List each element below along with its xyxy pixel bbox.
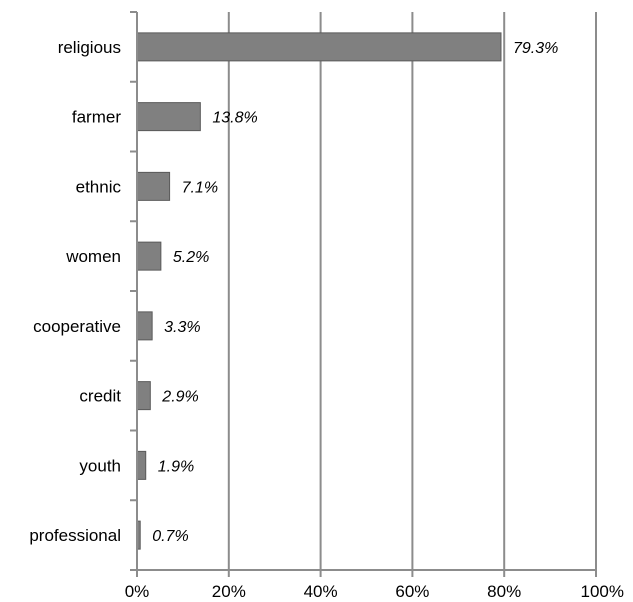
bar-youth (136, 450, 147, 480)
data-label: 5.2% (173, 249, 209, 266)
category-label: ethnic (76, 177, 122, 196)
data-label: 2.9% (161, 389, 198, 406)
axes (130, 11, 597, 577)
data-label: 0.7% (152, 528, 188, 545)
x-tick-label: 0% (125, 582, 150, 601)
category-label: youth (79, 456, 121, 475)
data-label: 79.3% (513, 40, 558, 57)
category-label: cooperative (33, 317, 121, 336)
bar-farmer (136, 102, 201, 132)
category-labels: religious farmer ethnic women cooperative cre… (29, 38, 121, 545)
data-label: 7.1% (182, 179, 218, 196)
x-tick-label: 60% (395, 582, 429, 601)
category-label: women (65, 247, 121, 266)
data-label: 1.9% (158, 458, 194, 475)
data-label: 13.8% (212, 110, 257, 127)
data-labels: 79.3% 13.8% 7.1% 5.2% 3.3% 2.9% 1.9% 0.7% (152, 40, 558, 545)
category-label: farmer (72, 108, 121, 127)
category-label: professional (29, 526, 121, 545)
x-tick-label: 20% (212, 582, 246, 601)
bar-religious (136, 32, 502, 62)
x-tick-label: 40% (304, 582, 338, 601)
gridlines (227, 12, 597, 570)
bar-credit (136, 381, 151, 411)
bar-ethnic (136, 171, 171, 201)
data-label: 3.3% (164, 319, 200, 336)
x-tick-label: 100% (581, 582, 624, 601)
x-tick-label: 80% (487, 582, 521, 601)
bar-cooperative (136, 311, 153, 341)
category-label: credit (79, 387, 121, 406)
x-tick-labels: 0% 20% 40% 60% 80% 100% (125, 582, 624, 601)
bar-women (136, 241, 162, 271)
category-label: religious (58, 38, 121, 57)
